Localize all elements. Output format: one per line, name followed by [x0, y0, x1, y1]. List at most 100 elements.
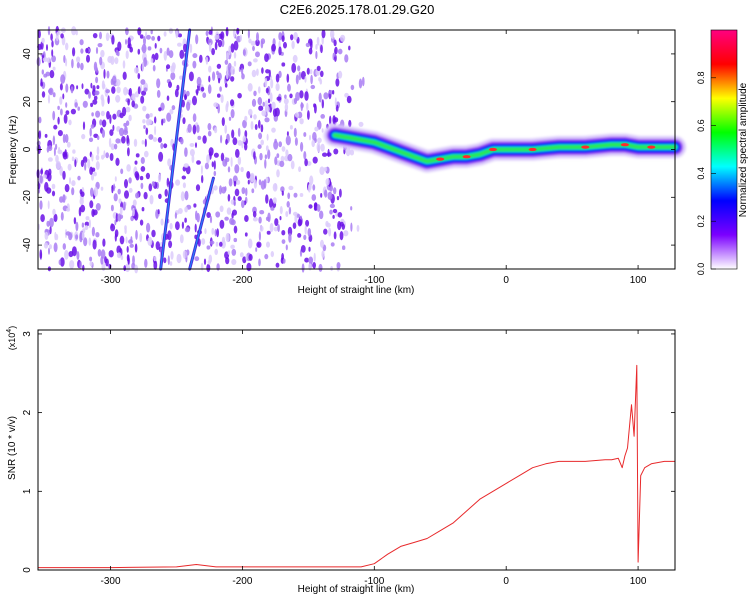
noise-speckle	[80, 191, 85, 197]
noise-speckle	[93, 95, 98, 101]
noise-speckle	[171, 105, 176, 111]
noise-speckle	[163, 50, 167, 61]
noise-speckle	[273, 226, 278, 232]
noise-speckle	[125, 50, 129, 59]
noise-speckle	[116, 86, 121, 94]
noise-speckle	[230, 43, 235, 53]
noise-speckle	[283, 98, 289, 105]
x-tick-label: 0	[503, 275, 509, 286]
noise-speckle	[275, 262, 280, 268]
noise-speckle	[304, 225, 307, 235]
noise-speckle	[88, 91, 91, 99]
noise-speckle	[272, 197, 277, 204]
noise-speckle	[253, 58, 258, 63]
noise-speckle	[185, 165, 191, 175]
noise-speckle	[63, 55, 66, 63]
noise-speckle	[350, 222, 353, 232]
noise-speckle	[166, 64, 171, 70]
noise-speckle	[79, 261, 82, 270]
noise-speckle	[312, 184, 316, 191]
noise-speckle	[161, 118, 164, 126]
noise-speckle	[321, 99, 324, 109]
noise-speckle	[58, 146, 61, 153]
noise-speckle	[234, 188, 240, 197]
noise-speckle	[71, 180, 76, 187]
noise-speckle	[336, 262, 341, 269]
noise-speckle	[209, 215, 213, 224]
noise-speckle	[362, 76, 365, 87]
noise-speckle	[192, 95, 197, 106]
noise-speckle	[239, 34, 242, 42]
noise-speckle	[126, 147, 130, 157]
noise-speckle	[227, 166, 231, 173]
noise-speckle	[256, 32, 259, 42]
noise-speckle	[63, 114, 68, 124]
noise-speckle	[155, 241, 160, 251]
noise-speckle	[293, 192, 298, 198]
noise-speckle	[192, 53, 198, 59]
noise-speckle	[65, 110, 70, 115]
noise-speckle	[107, 55, 113, 64]
noise-speckle	[231, 129, 235, 139]
x-tick-label: 0	[503, 576, 509, 587]
noise-speckle	[90, 102, 94, 108]
noise-speckle	[75, 234, 79, 240]
noise-speckle	[244, 232, 248, 237]
noise-speckle	[239, 63, 245, 71]
noise-speckle	[273, 140, 279, 150]
noise-speckle	[143, 191, 148, 200]
noise-speckle	[150, 29, 153, 35]
noise-speckle	[82, 121, 86, 130]
noise-speckle	[71, 26, 77, 36]
noise-speckle	[313, 252, 316, 262]
noise-speckle	[52, 66, 56, 71]
noise-speckle	[186, 249, 190, 256]
noise-speckle	[178, 208, 183, 214]
noise-speckle	[258, 258, 261, 267]
noise-speckle	[52, 135, 56, 146]
noise-speckle	[152, 64, 156, 72]
noise-speckle	[253, 151, 256, 160]
y-tick-label: 0	[22, 567, 33, 573]
noise-speckle	[144, 150, 149, 158]
noise-speckle	[79, 232, 83, 243]
noise-speckle	[195, 184, 201, 192]
signal-peak	[647, 145, 656, 149]
noise-speckle	[168, 240, 173, 249]
noise-speckle	[205, 56, 209, 65]
noise-speckle	[163, 257, 167, 264]
noise-speckle	[99, 119, 103, 126]
signal-peak	[436, 157, 445, 161]
noise-speckle	[264, 100, 268, 108]
noise-speckle	[159, 47, 163, 54]
noise-speckle	[292, 222, 297, 229]
noise-speckle	[163, 31, 167, 37]
noise-speckle	[263, 178, 267, 189]
noise-speckle	[333, 39, 337, 47]
noise-speckle	[201, 238, 206, 245]
noise-speckle	[258, 119, 261, 129]
noise-speckle	[175, 179, 181, 186]
noise-speckle	[167, 255, 170, 266]
noise-speckle	[115, 94, 121, 103]
noise-speckle	[240, 166, 244, 173]
noise-speckle	[237, 196, 242, 202]
noise-speckle	[224, 124, 227, 134]
noise-speckle	[119, 206, 123, 216]
noise-speckle	[225, 71, 229, 80]
noise-speckle	[69, 177, 71, 185]
noise-speckle	[255, 39, 260, 47]
noise-speckle	[253, 114, 257, 120]
noise-speckle	[287, 153, 293, 162]
noise-speckle	[145, 113, 150, 119]
noise-speckle	[274, 218, 279, 227]
noise-speckle	[195, 210, 198, 221]
noise-speckle	[62, 93, 65, 100]
noise-speckle	[122, 71, 127, 81]
noise-speckle	[167, 230, 172, 241]
noise-speckle	[144, 138, 147, 148]
noise-speckle	[126, 134, 130, 144]
noise-speckle	[174, 88, 179, 98]
noise-speckle	[205, 30, 209, 36]
noise-speckle	[230, 157, 233, 167]
